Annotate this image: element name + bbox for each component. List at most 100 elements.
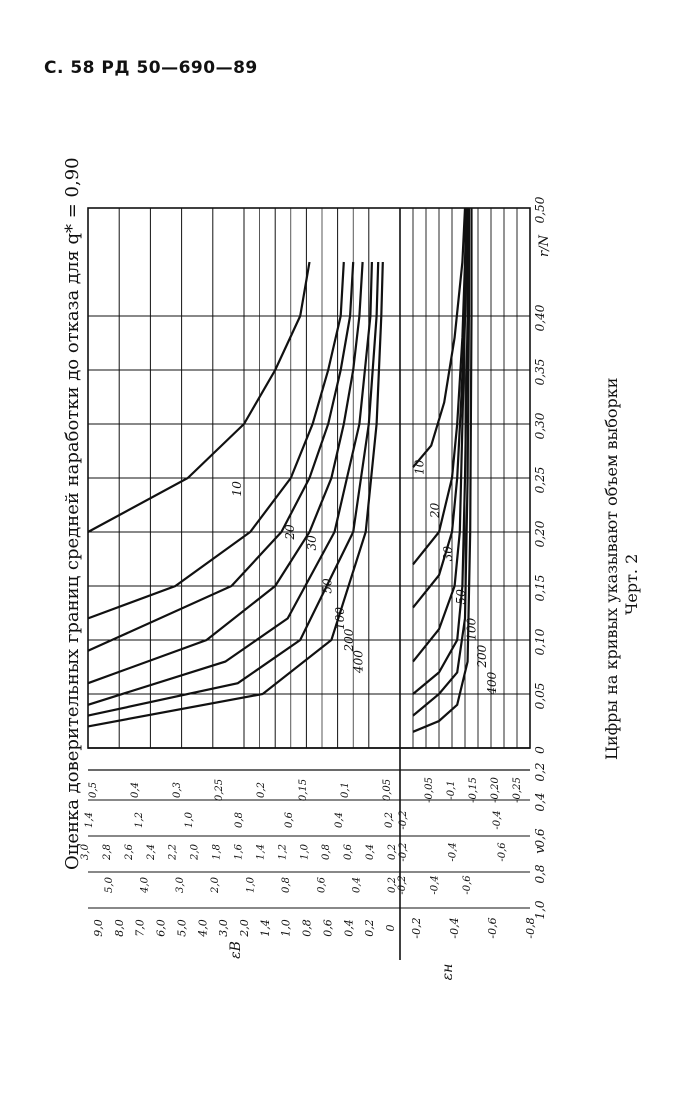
nomo-eb-scale-9: 1,0 <box>280 919 293 937</box>
nomo-v02-upper-5: 0,15 <box>298 779 309 801</box>
x-axis-label: r/N <box>537 234 552 257</box>
curve-eb-30 <box>87 261 355 652</box>
nomo-eh-label: εн <box>440 964 456 981</box>
nomo-v-tick-1: 0,8 <box>533 864 547 883</box>
curve-eb-100 <box>87 261 373 706</box>
figure-title: Оценка доверительных границ средней нара… <box>62 157 83 870</box>
nomo-v02-lower-3: -0,20 <box>490 777 501 803</box>
curve-eb-20 <box>87 261 345 620</box>
curve-eh-10 <box>412 207 467 468</box>
nomo-eb-scale-2: 7,0 <box>134 919 147 937</box>
curve-eh-100 <box>412 208 469 695</box>
nomo-v02-lower-4: -0,25 <box>512 777 523 803</box>
curve-label-eb-200: 200 <box>342 628 356 652</box>
curve-label-eb-50: 50 <box>320 578 334 594</box>
nomo-eb-scale-13: 0,2 <box>363 919 376 937</box>
nomo-v06-lower-0: -0,2 <box>398 842 409 861</box>
x-tick-label-1: 0,05 <box>533 683 547 710</box>
nomo-eb-scale-5: 4,0 <box>196 919 209 938</box>
nomo-v06-upper-9: 1,2 <box>277 844 288 860</box>
curve-label-eh-10: 10 <box>412 459 426 475</box>
curve-eh-50 <box>412 207 468 663</box>
nomo-eb-scale-11: 0,6 <box>321 919 334 937</box>
nomo-v08-upper-6: 0,6 <box>316 876 327 893</box>
chart-axes: 0 0,05 0,10 0,15 0,20 0,25 0,30 0,35 0,40 0,50 r/N <box>533 196 552 754</box>
nomo-v06-upper-4: 2,2 <box>168 844 179 861</box>
nomo-v06-upper-8: 1,4 <box>255 844 266 860</box>
curve-label-eh-400: 400 <box>485 671 499 695</box>
nomo-v02-lower-2: -0,15 <box>468 777 479 803</box>
x-tick-label-5: 0,25 <box>533 467 547 494</box>
nomo-v08-upper-7: 0,4 <box>352 877 363 893</box>
chart-curves <box>87 207 473 733</box>
curve-label-eh-200: 200 <box>475 644 489 668</box>
nomo-v06-upper-11: 0,8 <box>321 844 332 860</box>
nomo-v02-upper-0: 0,5 <box>88 782 99 798</box>
nomo-eb-label: εB <box>228 941 244 959</box>
nomo-v-tick-4: 0,2 <box>533 762 547 781</box>
nomo-v02-upper-1: 0,4 <box>130 782 141 798</box>
nomo-v04-lower-1: -0,4 <box>492 810 503 829</box>
curve-label-eb-400: 400 <box>352 650 366 674</box>
x-tick-label-6: 0,30 <box>533 412 547 439</box>
nomo-eb-scale-8: 1,4 <box>259 919 272 937</box>
nomo-v04-upper-1: 1,2 <box>134 812 145 828</box>
nomo-v-tick-2: 0,6 <box>533 828 547 847</box>
nomo-v06-upper-10: 1,0 <box>299 843 310 860</box>
nomo-v02-upper-4: 0,2 <box>256 782 267 798</box>
curve-label-eb-30: 30 <box>305 535 319 551</box>
nomo-v04-upper-2: 1,0 <box>184 811 195 828</box>
nomo-eh-scale-2: -0,6 <box>486 917 499 938</box>
nomo-v04-lower-0: -0,2 <box>398 810 409 829</box>
nomo-v08-upper-2: 3,0 <box>175 876 186 893</box>
nomo-eb-scale-14: 0 <box>384 925 397 932</box>
x-tick-label-7: 0,35 <box>533 359 547 386</box>
nomo-v02-upper-6: 0,1 <box>340 782 351 798</box>
chart-grid <box>87 207 531 749</box>
nomo-v04-upper-6: 0,2 <box>384 812 395 828</box>
nomo-v06-upper-5: 2,0 <box>190 843 201 861</box>
nomo-eb-scale-12: 0,4 <box>342 919 355 937</box>
x-tick-label-2: 0,10 <box>533 628 547 655</box>
nomo-eb-scale-1: 8,0 <box>113 919 126 937</box>
nomo-v02-upper-3: 0,25 <box>214 779 225 801</box>
nomo-v-label: v <box>533 846 548 854</box>
nomo-v06-lower-1: -0,4 <box>448 842 459 861</box>
nomo-v08-lower-0: -0,2 <box>397 875 408 894</box>
nomo-v02-upper-7: 0,05 <box>382 779 393 801</box>
nomo-v06-upper-7: 1,6 <box>234 843 245 860</box>
nomo-eb-scale-3: 6,0 <box>155 919 168 937</box>
curve-label-eb-20: 20 <box>283 524 297 541</box>
nomo-v04-upper-4: 0,6 <box>284 811 295 828</box>
nomo-v06-upper-13: 0,4 <box>365 844 376 860</box>
nomo-v-tick-3: 0,4 <box>533 792 547 811</box>
nomo-v08-upper-0: 5,0 <box>104 876 115 893</box>
nomo-v06-upper-1: 2,8 <box>102 844 113 861</box>
nomo-v06-lower-2: -0,6 <box>497 842 508 862</box>
nomo-v02-lower-1: -0,1 <box>446 780 457 799</box>
curve-eb-10 <box>87 261 311 533</box>
nomo-eh-scale-1: -0,4 <box>448 917 461 938</box>
curve-label-eh-30: 30 <box>441 546 455 562</box>
nomo-v04-upper-3: 0,8 <box>234 812 245 828</box>
nomogram: 1,0 0,8 0,6 0,4 0,2 v 9,0 8,0 7,0 6,0 5,0 4,0 3,0 2,0… <box>80 748 548 980</box>
nomo-v02-upper-2: 0,3 <box>172 782 183 798</box>
nomo-v06-upper-12: 0,6 <box>343 843 354 860</box>
curve-eh-200 <box>412 208 470 717</box>
nomo-v08-upper-5: 0,8 <box>281 877 292 893</box>
x-tick-label-0: 0 <box>533 746 547 754</box>
nomo-eb-scale-10: 0,8 <box>301 919 314 937</box>
nomo-eb-scale-4: 5,0 <box>175 919 188 937</box>
curve-label-eh-20: 20 <box>428 502 442 519</box>
nomo-v08-upper-3: 2,0 <box>210 876 221 894</box>
x-tick-label-3: 0,15 <box>533 575 547 602</box>
figure-caption: Черт. 2 <box>622 553 641 615</box>
curve-eh-400 <box>412 208 473 733</box>
nomo-eh-scale-3: -0,8 <box>524 917 537 938</box>
nomo-v02-lower-0: -0,05 <box>424 777 435 803</box>
curve-label-eb-100: 100 <box>333 607 347 630</box>
nomo-v06-upper-6: 1,8 <box>212 844 223 860</box>
curve-label-eh-50: 50 <box>454 589 468 605</box>
nomo-eh-scale-0: -0,2 <box>410 917 423 938</box>
